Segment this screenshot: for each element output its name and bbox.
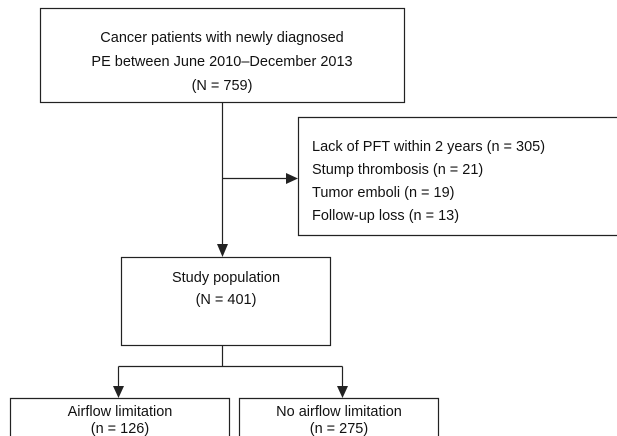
node-text: No airflow limitation xyxy=(276,404,402,420)
node-box xyxy=(120,256,332,347)
node-text: (N = 401) xyxy=(196,292,257,308)
node-text: Follow-up loss (n = 13) xyxy=(312,208,459,224)
arrowhead xyxy=(217,244,228,257)
arrowhead xyxy=(286,173,298,184)
node-box xyxy=(297,116,617,237)
node-text: (N = 759) xyxy=(192,78,253,94)
node-box xyxy=(9,397,231,436)
node-text: Cancer patients with newly diagnosed xyxy=(100,30,343,46)
node-text: (n = 126) xyxy=(91,421,149,436)
node-text: PE between June 2010–December 2013 xyxy=(91,54,352,70)
arrowhead xyxy=(113,386,124,398)
node-box xyxy=(238,397,440,436)
arrowhead xyxy=(337,386,348,398)
node-text: Tumor emboli (n = 19) xyxy=(312,185,455,201)
node-text: Lack of PFT within 2 years (n = 305) xyxy=(312,139,545,155)
node-text: Airflow limitation xyxy=(68,404,173,420)
node-text: Stump thrombosis (n = 21) xyxy=(312,162,483,178)
node-text: (n = 275) xyxy=(310,421,368,436)
node-text: Study population xyxy=(172,270,280,286)
